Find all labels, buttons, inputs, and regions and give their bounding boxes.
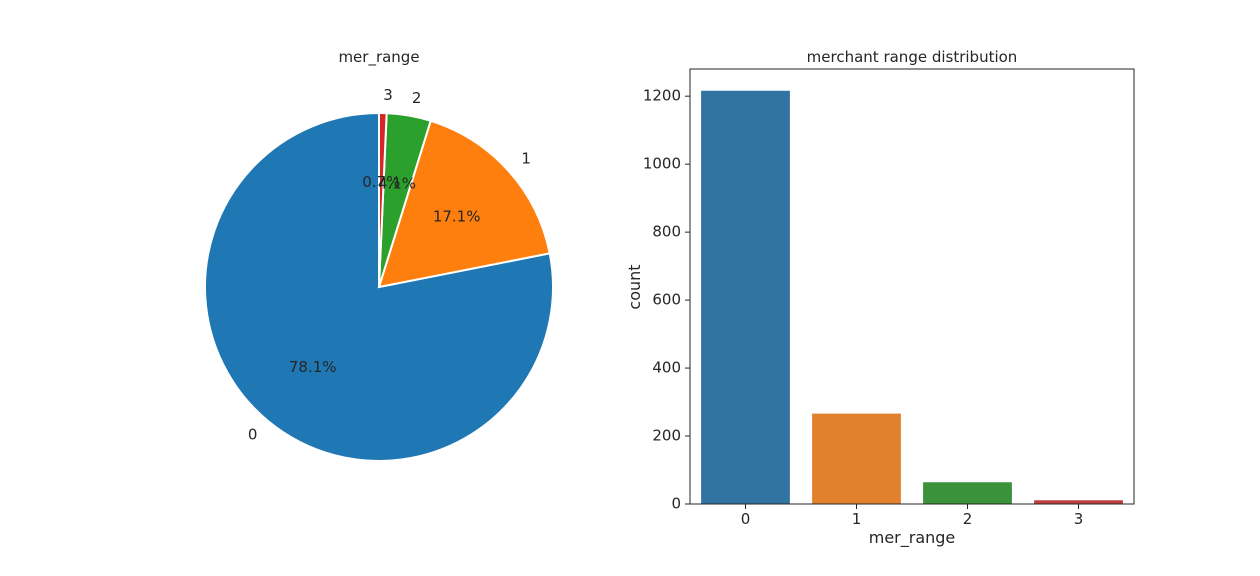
bar-3 [1034, 500, 1123, 504]
pie-label-1: 1 [521, 150, 531, 168]
pie-slices [204, 111, 554, 462]
bar-chart: merchant range distribution 0 1 2 3 0 200 400 6… [625, 48, 1135, 548]
y-tick-label: 0 [671, 495, 681, 513]
plot-frame [689, 68, 1135, 505]
y-tick-label: 800 [652, 223, 681, 241]
bar-0 [701, 90, 790, 504]
y-tick-label: 1000 [643, 155, 681, 173]
x-tick-label: 0 [741, 510, 751, 528]
pie-label-3: 3 [383, 86, 393, 104]
x-tick-label: 3 [1074, 510, 1084, 528]
x-tick-label: 1 [852, 510, 862, 528]
bar-2 [923, 482, 1012, 504]
pie-pct-3: 0.7% [362, 173, 400, 191]
pie-chart: mer_range 0 78.1% 1 17.1% 2 4.1% 3 0.7% [204, 48, 554, 462]
pie-pct-1: 17.1% [433, 208, 481, 226]
pie-label-2: 2 [412, 89, 422, 107]
y-tick-label: 400 [652, 359, 681, 377]
x-tick-label: 2 [963, 510, 973, 528]
pie-labels: 0 78.1% 1 17.1% 2 4.1% 3 0.7% [248, 86, 531, 443]
pie-title: mer_range [338, 48, 419, 67]
bar-1 [812, 413, 901, 504]
y-tick-label: 600 [652, 291, 681, 309]
y-tick-label: 200 [652, 427, 681, 445]
bar-title: merchant range distribution [807, 48, 1018, 66]
y-axis-label: count [625, 264, 644, 309]
bar-axes: 0 1 2 3 0 200 400 600 800 1000 1200 [643, 87, 1083, 528]
pie-pct-2: 4.1% [378, 175, 416, 193]
pie-label-0: 0 [248, 425, 258, 443]
pie-pct-0: 78.1% [289, 358, 337, 376]
y-tick-label: 1200 [643, 87, 681, 105]
pie-slice-3 [378, 111, 388, 288]
bar-marks [701, 90, 1123, 504]
x-axis-label: mer_range [869, 528, 956, 548]
pie-slice-1 [377, 119, 551, 289]
